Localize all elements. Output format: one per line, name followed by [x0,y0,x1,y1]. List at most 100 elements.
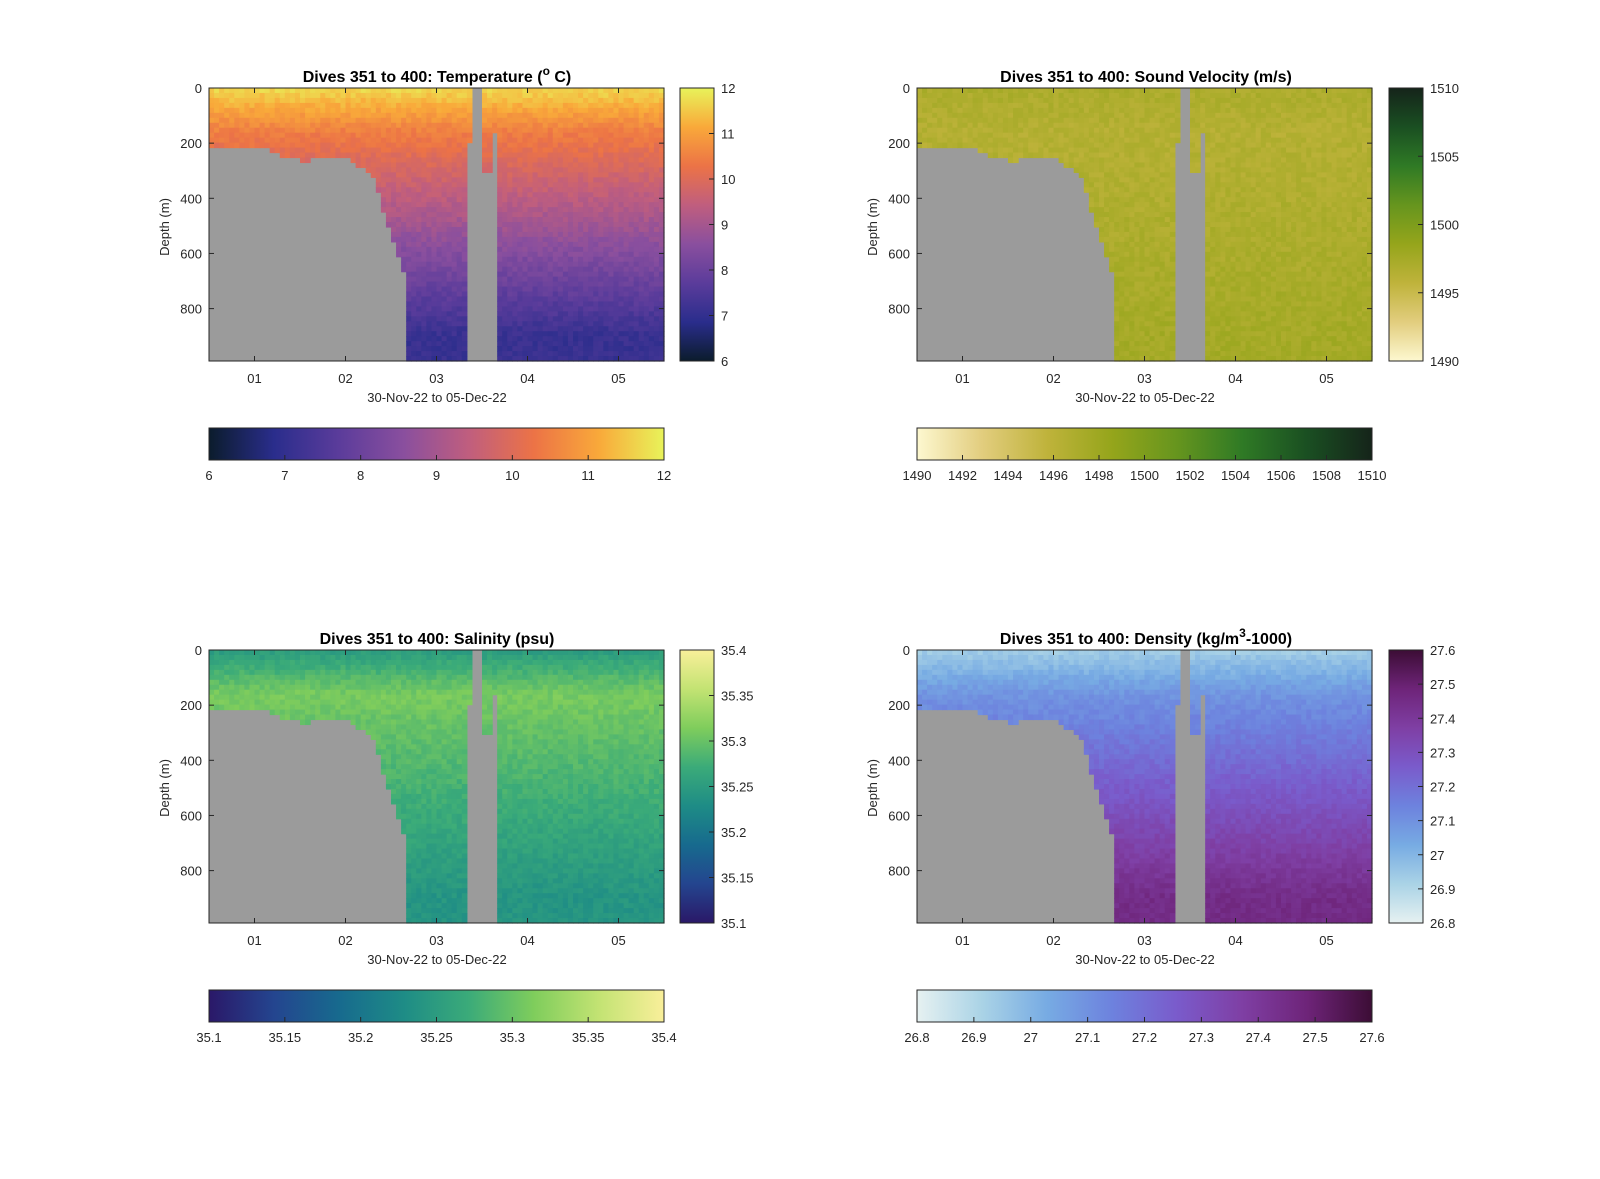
sound-velocity-cell [1078,147,1085,154]
sound-velocity-cell [1114,97,1120,104]
temperature-cell [431,261,438,268]
temperature-cell [537,286,544,293]
sound-velocity-cell [1215,231,1221,238]
sound-velocity-cell [932,112,938,119]
sound-velocity-cell [1093,182,1100,188]
sound-velocity-cell [937,92,943,99]
sound-velocity-cell [1144,256,1151,263]
temperature-cell [557,326,564,332]
temperature-cell [249,127,256,134]
temperature-cell [385,107,392,114]
temperature-cell [557,172,564,178]
temperature-cell [537,212,544,218]
sound-velocity-cell [1124,316,1130,322]
temperature-cell [567,351,574,357]
sound-velocity-cell [1235,207,1242,213]
temperature-cell [603,276,609,283]
temperature-cell [436,346,443,352]
sound-velocity-cell [1088,187,1095,193]
sound-velocity-cell [1134,197,1141,203]
temperature-cell [603,351,609,357]
sound-velocity-cell [1240,132,1247,139]
sound-velocity-cell [1033,102,1039,109]
sound-velocity-cell [977,132,984,139]
temperature-cell [461,197,468,203]
sound-velocity-cell [1205,321,1211,327]
temperature-cell [593,107,599,114]
sound-velocity-cell [927,127,933,134]
sound-velocity-cell [1068,97,1075,104]
sound-velocity-cell [1109,266,1115,273]
sound-velocity-cell [967,137,974,144]
sound-velocity-cell [1018,122,1024,129]
sound-velocity-cell [1225,296,1232,303]
temperature-cell [330,132,336,139]
temperature-cell [618,286,625,293]
temperature-cell [502,88,508,94]
sound-velocity-cell [1154,241,1161,248]
temperature-cell [653,102,660,109]
temperature-cell [507,222,513,228]
sound-velocity-cell [1169,202,1176,208]
temperature-cell [507,122,513,129]
temperature-cell [633,316,640,322]
temperature-cell [497,356,503,362]
temperature-cell [507,331,513,337]
sound-velocity-cell [1139,182,1146,188]
sound-velocity-cell [957,97,964,104]
temperature-cell [497,321,503,327]
sound-velocity-cell [1114,316,1120,322]
sound-velocity-cell [1215,132,1221,139]
sound-velocity-cell [1048,127,1055,134]
sound-velocity-cell [1104,231,1110,238]
sound-velocity-cell [1210,296,1216,303]
temperature-cell [547,261,554,268]
temperature-cell [557,212,564,218]
temperature-cell [517,256,524,263]
sound-velocity-cell [1169,117,1176,124]
temperature-cell [507,291,513,298]
sound-velocity-cell [1149,212,1156,218]
temperature-cell [593,301,599,307]
sound-velocity-cell [1139,286,1146,293]
temperature-cell [396,142,402,149]
temperature-cell [547,321,554,327]
sound-velocity-cell [1235,107,1242,114]
temperature-cell [294,127,301,134]
temperature-cell [613,222,620,228]
temperature-cell [310,117,316,124]
temperature-cell [446,192,453,198]
temperature-cell [517,207,524,213]
temperature-cell [264,137,271,144]
temperature-cell [598,167,604,173]
sound-velocity-cell [997,88,1004,94]
temperature-cell [411,127,417,134]
sound-velocity-cell [1124,192,1130,198]
sound-velocity-cell [1129,107,1135,114]
sound-velocity-cell [1119,177,1125,183]
temperature-cell [426,167,433,173]
temperature-cell [461,122,468,129]
sound-velocity-cell [1230,306,1237,312]
temperature-cell [370,157,377,164]
temperature-bottom-colorbar-tick-label: 12 [657,468,671,483]
temperature-cell [567,162,574,169]
temperature-cell [643,296,650,303]
temperature-cell [638,107,645,114]
temperature-cell [497,231,503,238]
sound-velocity-cell [1169,162,1176,169]
sound-velocity-cell [1104,117,1110,124]
sound-velocity-cell [1018,127,1024,134]
temperature-cell [542,207,549,213]
temperature-cell [648,152,655,159]
temperature-cell [648,331,655,337]
sound-velocity-cell [1230,202,1237,208]
temperature-cell [517,182,524,188]
sound-velocity-cell [1154,157,1161,164]
temperature-cell [618,167,625,173]
temperature-cell [588,162,594,169]
temperature-cell [512,112,518,119]
sound-velocity-cell [1109,147,1115,154]
sound-velocity-cell [1088,142,1095,149]
sound-velocity-cell [1104,92,1110,99]
